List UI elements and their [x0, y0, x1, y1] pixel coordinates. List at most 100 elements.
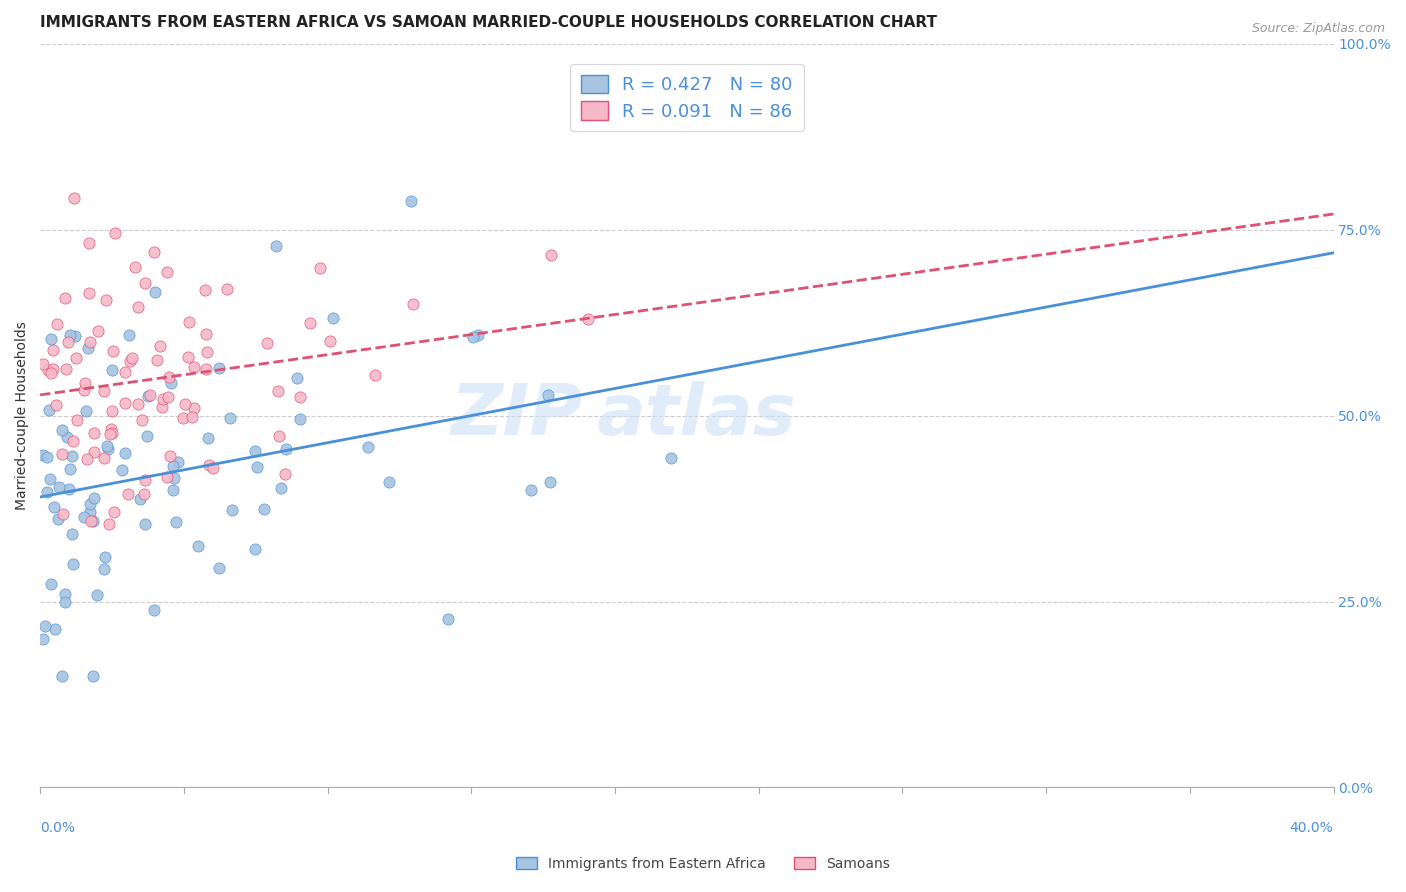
Point	[128, 491, 150, 506]
Point	[62, 191, 84, 205]
Text: atlas: atlas	[596, 381, 796, 450]
Point	[163, 471, 186, 485]
Point	[270, 482, 292, 496]
Point	[62, 557, 84, 571]
Point	[245, 443, 267, 458]
Point	[93, 450, 115, 465]
Point	[309, 260, 332, 275]
Point	[136, 429, 159, 443]
Point	[59, 462, 82, 476]
Point	[77, 286, 100, 301]
Point	[46, 511, 69, 525]
Point	[195, 345, 218, 359]
Point	[58, 327, 80, 342]
Point	[177, 350, 200, 364]
Point	[576, 312, 599, 326]
Point	[114, 365, 136, 379]
Point	[98, 516, 121, 531]
Point	[174, 397, 197, 411]
Point	[285, 371, 308, 385]
Point	[51, 447, 73, 461]
Point	[45, 398, 67, 412]
Point	[264, 238, 287, 252]
Point	[60, 527, 83, 541]
Point	[55, 361, 77, 376]
Point	[537, 388, 560, 402]
Point	[82, 514, 104, 528]
Point	[79, 334, 101, 349]
Point	[83, 425, 105, 440]
Point	[127, 301, 149, 315]
Point	[56, 335, 79, 350]
Point	[274, 467, 297, 481]
Text: Source: ZipAtlas.com: Source: ZipAtlas.com	[1251, 22, 1385, 36]
Point	[172, 411, 194, 425]
Point	[267, 384, 290, 399]
Point	[60, 450, 83, 464]
Point	[51, 508, 73, 522]
Point	[134, 473, 156, 487]
Point	[41, 366, 63, 380]
Point	[96, 439, 118, 453]
Point	[149, 339, 172, 353]
Point	[101, 343, 124, 358]
Point	[253, 502, 276, 516]
Point	[181, 409, 204, 424]
Point	[118, 327, 141, 342]
Point	[194, 326, 217, 341]
Point	[41, 577, 63, 591]
Point	[97, 442, 120, 456]
Point	[79, 514, 101, 528]
Point	[364, 368, 387, 382]
Point	[256, 335, 278, 350]
Legend: Immigrants from Eastern Africa, Samoans: Immigrants from Eastern Africa, Samoans	[510, 851, 896, 876]
Point	[399, 194, 422, 208]
Point	[246, 460, 269, 475]
Point	[156, 469, 179, 483]
Text: IMMIGRANTS FROM EASTERN AFRICA VS SAMOAN MARRIED-COUPLE HOUSEHOLDS CORRELATION C: IMMIGRANTS FROM EASTERN AFRICA VS SAMOAN…	[41, 15, 938, 30]
Point	[146, 352, 169, 367]
Point	[38, 403, 60, 417]
Point	[35, 450, 58, 465]
Point	[198, 458, 221, 472]
Point	[34, 619, 56, 633]
Point	[157, 370, 180, 384]
Point	[143, 285, 166, 299]
Point	[101, 404, 124, 418]
Point	[53, 292, 76, 306]
Point	[114, 446, 136, 460]
Point	[221, 503, 243, 517]
Point	[53, 586, 76, 600]
Point	[187, 539, 209, 553]
Point	[73, 383, 96, 397]
Point	[461, 329, 484, 343]
Point	[56, 429, 79, 443]
Point	[39, 332, 62, 346]
Point	[51, 423, 73, 437]
Point	[121, 351, 143, 365]
Y-axis label: Married-couple Households: Married-couple Households	[15, 321, 30, 510]
Text: 0.0%: 0.0%	[41, 821, 75, 835]
Point	[62, 434, 84, 448]
Point	[402, 296, 425, 310]
Point	[77, 341, 100, 355]
Point	[437, 612, 460, 626]
Point	[162, 483, 184, 497]
Point	[197, 431, 219, 445]
Point	[134, 276, 156, 290]
Point	[179, 315, 201, 329]
Point	[66, 413, 89, 427]
Point	[38, 472, 60, 486]
Point	[32, 357, 55, 371]
Point	[143, 245, 166, 260]
Point	[103, 505, 125, 519]
Point	[131, 413, 153, 427]
Point	[183, 360, 205, 375]
Point	[79, 497, 101, 511]
Point	[124, 260, 146, 274]
Point	[659, 450, 682, 465]
Point	[32, 448, 55, 462]
Point	[219, 411, 242, 425]
Point	[51, 669, 73, 683]
Point	[117, 487, 139, 501]
